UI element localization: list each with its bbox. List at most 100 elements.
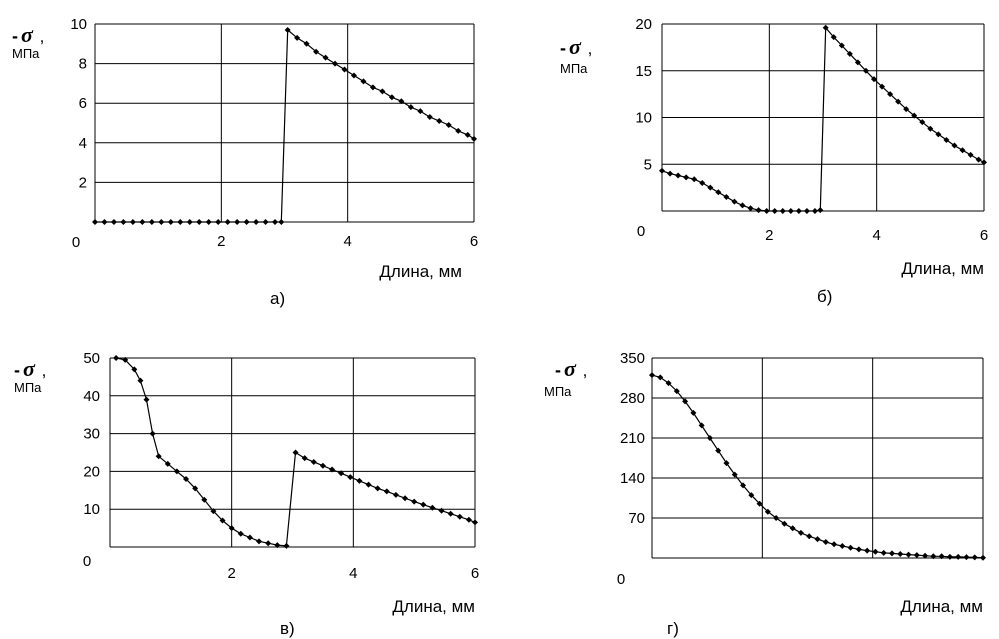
data-point — [747, 205, 754, 212]
data-point — [167, 219, 174, 225]
data-point — [822, 539, 829, 545]
chart-g: 70 140 210 280 350 0 - σ , МПа Длина, мм г) — [544, 350, 986, 638]
zero-tick-label: 0 — [72, 234, 80, 251]
y-tick-label: 20 — [83, 463, 100, 480]
y-tick-label: 20 — [635, 16, 652, 33]
data-point — [938, 553, 945, 560]
data-point — [887, 91, 894, 98]
y-tick-label: 210 — [620, 430, 645, 447]
data-point — [398, 98, 405, 105]
x-axis-title: Длина, мм — [900, 597, 983, 616]
zero-tick-label: 0 — [83, 553, 91, 570]
data-point — [715, 447, 722, 454]
y-tick-label: 50 — [83, 350, 100, 367]
y-tick-label: 5 — [644, 156, 652, 173]
data-point — [971, 554, 978, 561]
data-point — [92, 219, 98, 225]
data-point — [429, 504, 436, 511]
data-point — [731, 471, 738, 478]
data-point — [278, 219, 285, 225]
data-point — [879, 83, 886, 90]
data-point — [675, 172, 682, 179]
data-point — [131, 366, 138, 373]
x-tick-label: 4 — [343, 233, 351, 250]
data-point — [699, 179, 706, 186]
data-point — [657, 374, 664, 381]
data-point — [795, 208, 802, 214]
data-point — [356, 477, 363, 484]
data-point — [806, 533, 813, 540]
data-point — [649, 372, 655, 379]
y-axis-label: -σ , — [555, 356, 587, 381]
x-tick-label: 2 — [217, 233, 225, 250]
y-axis-unit: МПа — [12, 46, 40, 61]
chart-caption: г) — [667, 619, 679, 638]
x-tick-label: 6 — [470, 233, 478, 250]
data-point — [274, 542, 281, 549]
data-point — [219, 517, 226, 524]
data-point — [911, 112, 918, 119]
data-point — [731, 198, 738, 205]
x-axis-title: Длина, мм — [392, 597, 475, 616]
y-tick-label: 350 — [620, 350, 645, 367]
y-axis-unit: МПа — [14, 380, 42, 395]
data-point — [927, 125, 934, 132]
data-point — [464, 131, 471, 138]
data-point — [723, 460, 730, 467]
data-point — [456, 513, 463, 520]
data-point — [755, 207, 762, 214]
data-point — [803, 208, 810, 214]
data-point — [935, 131, 942, 138]
data-point — [201, 496, 208, 503]
x-tick-label: 2 — [765, 227, 773, 244]
data-point — [691, 176, 698, 183]
chart-a: 2 4 6 8 10 0 2 4 6 - σ ,МПа Длина, мм а) — [12, 16, 478, 308]
x-tick-label: 6 — [471, 565, 479, 582]
data-point — [341, 66, 348, 73]
data-point — [110, 219, 117, 225]
y-tick-label: 10 — [70, 16, 87, 33]
x-tick-label: 6 — [980, 227, 988, 244]
y-tick-label: 10 — [83, 501, 100, 518]
data-point — [779, 208, 786, 214]
data-point — [673, 388, 680, 395]
data-point — [228, 525, 235, 532]
data-point — [360, 78, 367, 85]
data-point — [445, 121, 452, 128]
data-point — [256, 538, 263, 545]
y-axis-label: -σ , — [560, 34, 592, 59]
y-tick-label: 140 — [620, 470, 645, 487]
data-point — [411, 498, 418, 505]
data-point — [392, 491, 399, 498]
data-point — [369, 84, 376, 91]
y-axis-label: -σ , — [14, 356, 46, 381]
y-tick-label: 15 — [635, 63, 652, 80]
y-tick-label: 6 — [79, 95, 87, 112]
data-point — [822, 24, 829, 31]
data-point — [922, 552, 929, 559]
data-point — [183, 475, 190, 482]
chart-b: 5 10 15 20 0 2 4 6 - σ , МПа Длина, мм б) — [560, 16, 988, 306]
data-point — [284, 26, 291, 33]
data-point — [903, 106, 910, 113]
data-point — [930, 553, 937, 560]
data-point — [846, 50, 853, 57]
data-point — [186, 219, 193, 225]
data-point — [347, 474, 354, 481]
data-point — [120, 219, 127, 225]
data-point — [897, 551, 904, 557]
y-axis-unit: МПа — [544, 384, 572, 399]
data-point — [246, 534, 253, 541]
x-axis-title: Длина, мм — [379, 262, 462, 281]
data-point — [913, 552, 920, 559]
chart-caption: б) — [817, 287, 832, 306]
data-point — [706, 435, 713, 441]
data-point — [763, 208, 770, 214]
data-point — [113, 355, 120, 361]
data-point — [292, 449, 299, 456]
data-point — [888, 550, 895, 557]
data-point — [951, 142, 958, 149]
data-point — [158, 219, 165, 225]
data-point — [310, 458, 317, 465]
x-tick-label: 4 — [349, 565, 357, 582]
